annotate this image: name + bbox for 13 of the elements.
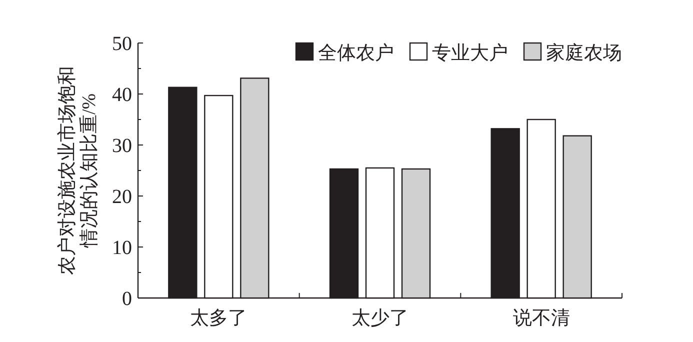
y-tick-label: 40 <box>112 84 132 106</box>
legend-label: 专业大户 <box>432 42 508 64</box>
legend-label: 家庭农场 <box>546 42 622 64</box>
y-tick-label: 0 <box>122 288 132 310</box>
y-tick-label: 20 <box>112 186 132 208</box>
y-tick-label: 10 <box>112 237 132 259</box>
x-tick-label: 太多了 <box>190 308 248 329</box>
y-tick-label: 30 <box>112 135 132 157</box>
legend-label: 全体农户 <box>318 42 394 64</box>
y-axis-title: 农户对设施农业市场饱和情况的认知比重/% <box>56 66 100 275</box>
y-tick-label: 50 <box>112 33 132 55</box>
x-tick-label: 太少了 <box>352 308 408 329</box>
x-tick-label: 说不清 <box>512 308 570 329</box>
